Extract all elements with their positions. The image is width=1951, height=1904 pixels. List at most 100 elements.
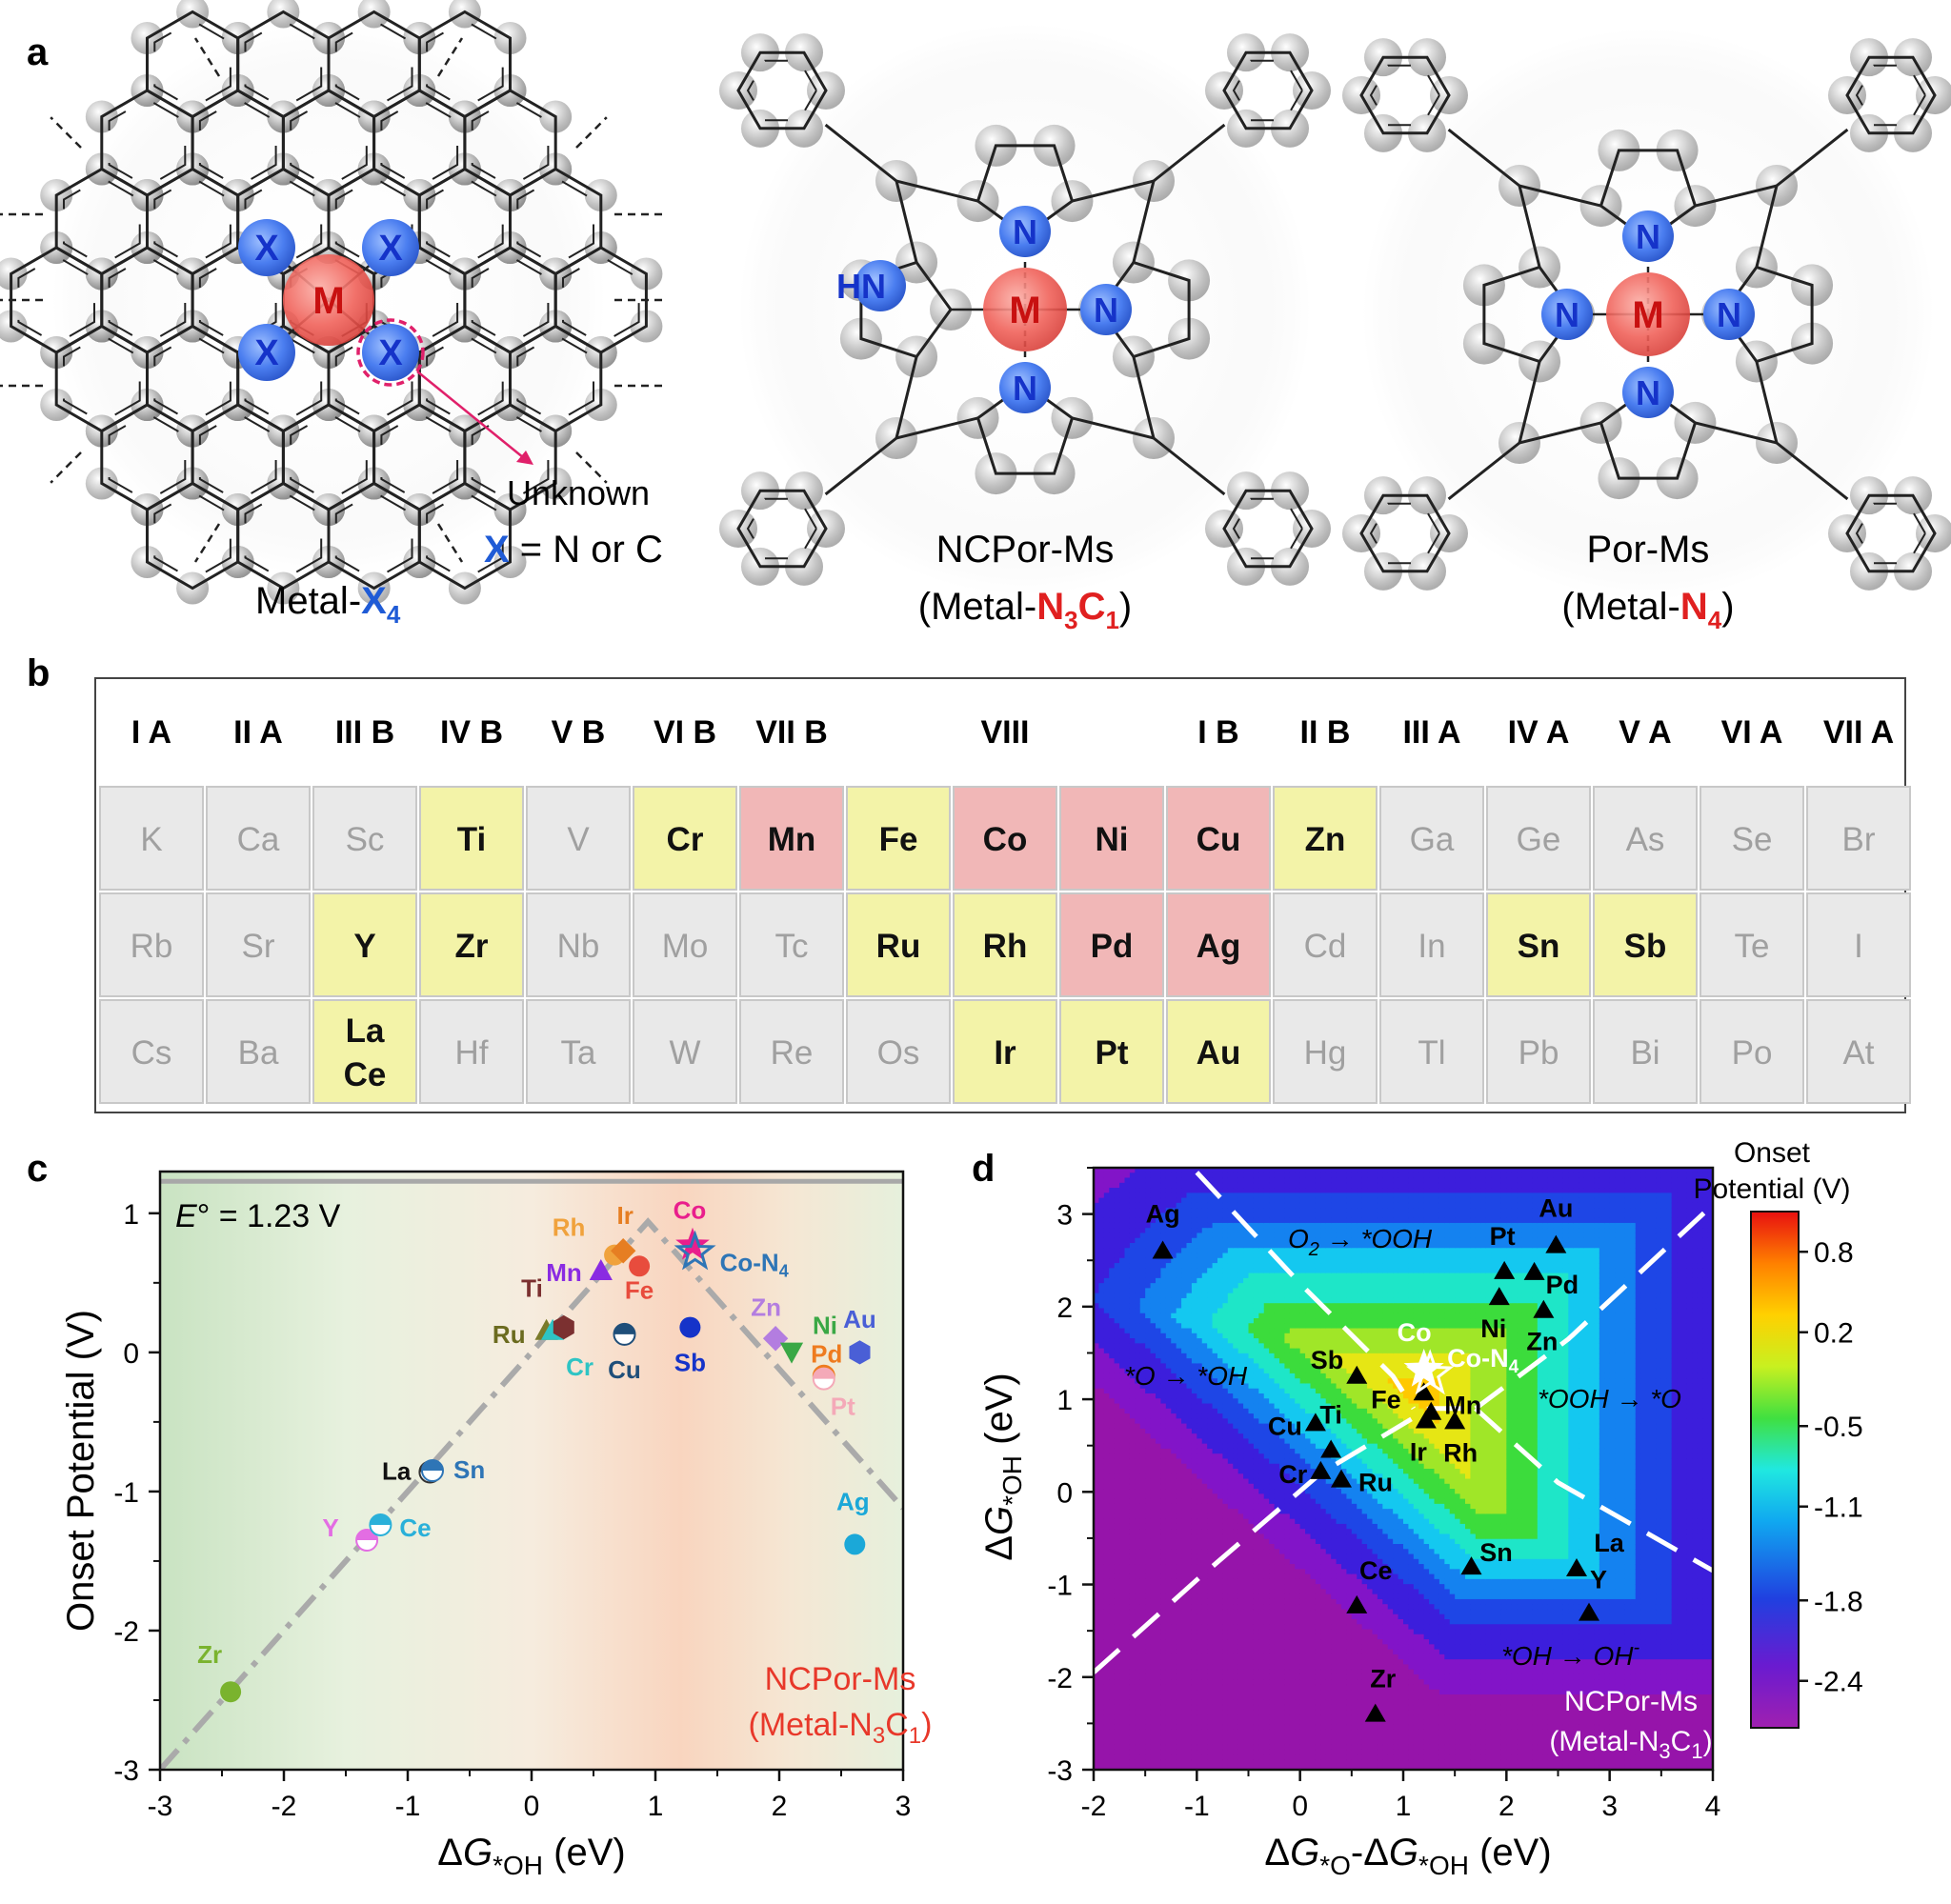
y-axis-title-sub: *OH xyxy=(997,1455,1027,1506)
element-symbol-po: Po xyxy=(1732,1034,1773,1072)
region-label-oh: *OH → OH- xyxy=(1501,1637,1639,1671)
colorbar xyxy=(1751,1212,1799,1728)
element-symbol-bi: Bi xyxy=(1630,1034,1659,1072)
colorbar-tick-label: -0.5 xyxy=(1814,1412,1863,1443)
por-title: Por-Ms xyxy=(1587,529,1710,571)
por-caption-n-sub: 4 xyxy=(1708,606,1722,634)
y-tick-label: 0 xyxy=(123,1338,139,1370)
group-header-viia: VII A xyxy=(1823,714,1894,751)
n-atom-label: N xyxy=(1094,291,1118,330)
series-label-series_line2_open: (Metal-N xyxy=(749,1707,873,1743)
element-symbol-la: La xyxy=(346,1012,385,1050)
group-header-vb: V B xyxy=(552,714,606,751)
point-label-ag: Ag xyxy=(1146,1200,1180,1229)
element-symbol-os: Os xyxy=(877,1034,920,1072)
x-axis-title-sub-b: *OH xyxy=(1418,1851,1469,1880)
point-label-sb: Sb xyxy=(674,1349,706,1377)
element-symbol-at: At xyxy=(1842,1034,1874,1072)
element-symbol-cd: Cd xyxy=(1304,928,1347,965)
n-atom-label: N xyxy=(1013,212,1037,251)
x-atom-label: X xyxy=(378,229,403,269)
point-label-ti: Ti xyxy=(1319,1401,1342,1430)
point-label-sn: Sn xyxy=(453,1455,485,1484)
atom-blob xyxy=(358,0,391,29)
x-axis-title-g-a: G xyxy=(1290,1832,1319,1874)
point-label-co: Co xyxy=(1398,1318,1432,1347)
x-atom-label: X xyxy=(254,333,279,373)
point-label-pt: Pt xyxy=(831,1393,855,1421)
point-label-ti: Ti xyxy=(521,1274,543,1303)
colorbar-tick-label: 0.8 xyxy=(1814,1237,1854,1269)
point-label-co-n4: Co-N4 xyxy=(1447,1344,1519,1377)
element-symbol-ba: Ba xyxy=(238,1034,279,1072)
series-label-series_line2_close: ) xyxy=(921,1707,932,1743)
marker-sb xyxy=(679,1317,700,1338)
point-label-co-n4-main: Co-N xyxy=(720,1249,779,1277)
element-symbol-hf: Hf xyxy=(455,1034,489,1072)
element-symbol-zn: Zn xyxy=(1305,821,1346,858)
x-definition: X = N or C xyxy=(484,529,663,571)
series-label-series_line2_sub1: 3 xyxy=(1659,1739,1670,1763)
ncpor-caption-n: N xyxy=(1036,586,1064,628)
panel-letter-c: c xyxy=(27,1148,48,1190)
dashed-bond xyxy=(50,452,81,483)
ncpor-caption-n-sub: 3 xyxy=(1064,606,1077,634)
group-header-iiib: III B xyxy=(335,714,394,751)
point-label-mn: Mn xyxy=(546,1258,582,1287)
x-tick-label: -2 xyxy=(1081,1791,1107,1822)
point-label-ce: Ce xyxy=(1359,1556,1393,1585)
element-symbol-ag: Ag xyxy=(1197,928,1241,965)
group-header-ivb: IV B xyxy=(440,714,503,751)
y-tick-label: 3 xyxy=(1056,1200,1073,1232)
element-symbol-nb: Nb xyxy=(557,928,600,965)
atom-blob xyxy=(176,0,209,29)
x-axis-title-unit: (eV) xyxy=(543,1832,626,1874)
group-header-iib: II B xyxy=(1300,714,1351,751)
colorbar-title-line1: Onset xyxy=(1734,1137,1811,1169)
point-label-y: Y xyxy=(322,1513,338,1542)
n-atom-label: N xyxy=(1555,295,1579,334)
group-header-iiia: III A xyxy=(1402,714,1460,751)
metal-x4-caption-x: X xyxy=(361,580,387,622)
y-tick-label: -3 xyxy=(113,1755,139,1787)
x-axis-title: ΔG*OH (eV) xyxy=(437,1832,625,1880)
dashed-bond xyxy=(576,117,607,148)
x-tick-label: -1 xyxy=(1184,1791,1210,1822)
point-label-sn: Sn xyxy=(1479,1538,1513,1567)
element-symbol-fe: Fe xyxy=(879,821,918,858)
point-label-au: Au xyxy=(843,1305,876,1333)
n-atom-label: N xyxy=(1013,369,1037,408)
x-tick-label: 4 xyxy=(1705,1791,1721,1822)
point-label-pt: Pt xyxy=(1490,1222,1516,1251)
hn-atom-label: HN xyxy=(836,267,886,306)
group-header-va: V A xyxy=(1619,714,1671,751)
metal-atom-label: M xyxy=(1632,294,1663,336)
series-label-line2: (Metal-N3C1) xyxy=(749,1707,933,1749)
point-label-cr: Cr xyxy=(566,1353,593,1381)
series-label-line1: NCPor-Ms xyxy=(1564,1686,1698,1717)
atom-blob xyxy=(267,0,299,29)
series-label-series_line2_close: ) xyxy=(1703,1726,1713,1757)
element-symbol-ce: Ce xyxy=(344,1056,387,1093)
point-label-co-n4-sub: 4 xyxy=(1509,1357,1519,1377)
element-symbol-br: Br xyxy=(1842,821,1876,858)
element-symbol-sb: Sb xyxy=(1624,928,1667,965)
ncpor-caption: (Metal-N3C1) xyxy=(918,586,1133,634)
point-label-ce: Ce xyxy=(399,1513,431,1542)
x-tick-label: 1 xyxy=(1396,1791,1412,1822)
point-label-la: La xyxy=(382,1456,412,1485)
point-label-co-n4: Co-N4 xyxy=(720,1249,789,1281)
y-tick-label: -2 xyxy=(113,1616,139,1648)
point-label-fe: Fe xyxy=(625,1275,654,1304)
y-axis-title-g: G xyxy=(978,1506,1020,1535)
group-header-ib: I B xyxy=(1197,714,1238,751)
point-label-ru: Ru xyxy=(1358,1469,1393,1497)
por-caption-n: N xyxy=(1680,586,1708,628)
point-label-co-n4-main: Co-N xyxy=(1447,1344,1508,1373)
series-label-series_line2_open: (Metal-N xyxy=(1549,1726,1659,1757)
group-header-iia: II A xyxy=(233,714,283,751)
marker-zr xyxy=(220,1681,241,1702)
series-label-series_line2_sub2: 1 xyxy=(909,1723,921,1749)
